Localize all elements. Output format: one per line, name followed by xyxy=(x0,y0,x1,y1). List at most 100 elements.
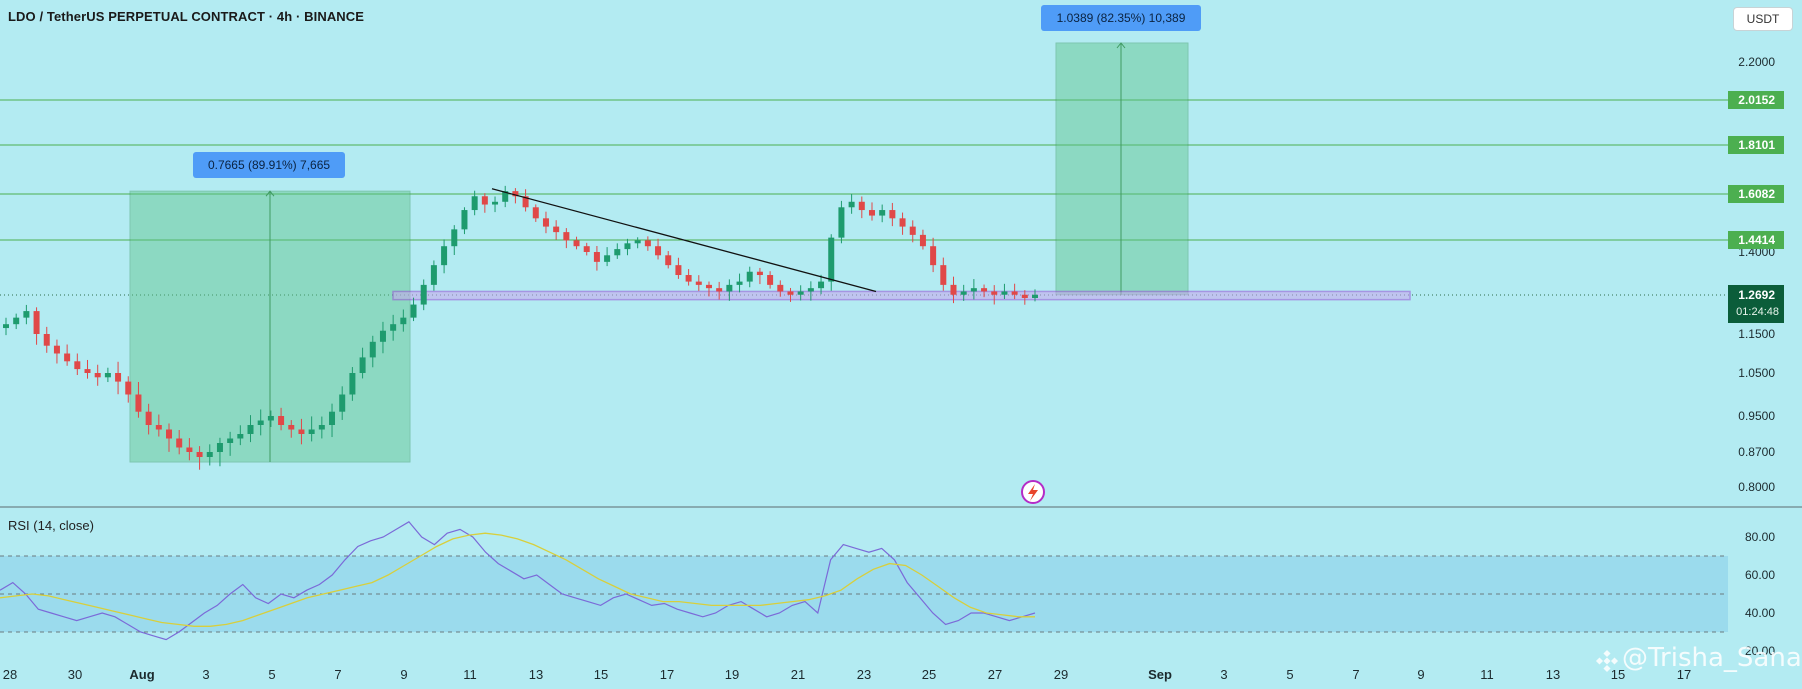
x-axis-label: Sep xyxy=(1148,667,1172,682)
candle-body xyxy=(267,416,274,421)
x-axis-label: 11 xyxy=(463,667,477,682)
candle-body xyxy=(553,226,560,233)
candle-body xyxy=(787,291,794,295)
descending-trendline xyxy=(491,188,877,293)
candle-body xyxy=(33,311,40,334)
lightning-icon[interactable] xyxy=(1021,480,1045,504)
candle-body xyxy=(909,226,916,235)
x-axis-label: 25 xyxy=(922,667,936,682)
x-axis-label: 19 xyxy=(725,667,739,682)
rsi-label[interactable]: RSI (14, close) xyxy=(8,518,94,533)
x-axis-label: 30 xyxy=(68,667,82,682)
y-axis-label: 1.0500 xyxy=(1738,366,1775,380)
candle-body xyxy=(848,201,855,208)
candle-body xyxy=(298,429,305,434)
x-axis-label: 5 xyxy=(268,667,275,682)
candle-body xyxy=(390,324,397,331)
x-axis-label: 11 xyxy=(1480,667,1494,682)
candle-body xyxy=(522,196,529,208)
candle-body xyxy=(492,201,499,205)
candle-body xyxy=(237,434,244,439)
x-axis-label: 7 xyxy=(1352,667,1359,682)
candle-body xyxy=(675,265,682,276)
candle-body xyxy=(1032,294,1038,299)
candle-body xyxy=(471,196,478,211)
candle-body xyxy=(318,425,325,430)
candle-body xyxy=(369,341,376,358)
rsi-ma-line xyxy=(0,532,1035,627)
candle-body xyxy=(919,234,926,247)
candle-body xyxy=(1001,291,1008,295)
candle-body xyxy=(818,281,825,289)
watermark-text: @Trisha_Sana xyxy=(1622,643,1802,673)
x-axis-label: 5 xyxy=(1286,667,1293,682)
level-tag-3: 1.4414 xyxy=(1738,233,1775,247)
candle-body xyxy=(777,284,784,292)
candle-body xyxy=(13,317,20,325)
level-tag-bg-0 xyxy=(1728,91,1784,109)
rsi-axis-label: 80.00 xyxy=(1745,530,1775,544)
candle-body xyxy=(644,240,651,247)
candle-body xyxy=(991,291,998,295)
candle-body xyxy=(481,196,488,205)
candle-body xyxy=(756,271,763,276)
candle-body xyxy=(278,416,285,425)
countdown-tag: 01:24:48 xyxy=(1736,306,1779,318)
current-price-tag: 1.2692 xyxy=(1738,288,1775,302)
candle-body xyxy=(807,288,814,292)
y-axis-label: 0.9500 xyxy=(1738,409,1775,423)
candle-body xyxy=(563,232,570,241)
candle-body xyxy=(970,288,977,292)
candle-body xyxy=(257,420,264,425)
candle-body xyxy=(695,281,702,285)
candle-body xyxy=(308,429,315,434)
candle-body xyxy=(84,369,91,373)
candle-body xyxy=(665,255,672,266)
candle-body xyxy=(828,237,835,282)
candle-body xyxy=(930,246,937,266)
candle-body xyxy=(614,249,621,256)
current-price-tag-bg xyxy=(1728,285,1784,323)
candle-body xyxy=(573,240,580,247)
right-target-box xyxy=(1055,42,1189,296)
currency-button[interactable]: USDT xyxy=(1733,7,1793,31)
x-axis-label: 13 xyxy=(529,667,543,682)
candle-body xyxy=(716,288,723,292)
candle-body xyxy=(838,207,845,238)
candle-body xyxy=(1021,294,1028,299)
left-measure-label-bg xyxy=(193,152,345,178)
candle-body xyxy=(206,452,213,457)
rsi-line xyxy=(0,521,1036,641)
candle-body xyxy=(43,334,50,346)
candle-body xyxy=(797,291,804,295)
level-tag-2: 1.6082 xyxy=(1738,187,1775,201)
candle-body xyxy=(705,284,712,289)
candle-body xyxy=(166,429,173,439)
candle-body xyxy=(960,291,967,295)
x-axis-label: 21 xyxy=(791,667,805,682)
candle-body xyxy=(3,324,9,329)
candle-body xyxy=(981,288,988,292)
x-axis-label: Aug xyxy=(129,667,154,682)
candle-body xyxy=(767,275,774,285)
x-axis-label: 13 xyxy=(1546,667,1560,682)
level-tag-0: 2.0152 xyxy=(1738,93,1775,107)
candle-body xyxy=(746,271,753,282)
rsi-axis-label: 60.00 xyxy=(1745,568,1775,582)
level-tag-bg-3 xyxy=(1728,231,1784,249)
y-axis-label: 0.8000 xyxy=(1738,480,1775,494)
candle-body xyxy=(135,394,142,412)
candle-body xyxy=(64,353,71,362)
candle-body xyxy=(940,265,947,285)
x-axis-label: 9 xyxy=(400,667,407,682)
candle-body xyxy=(430,265,437,285)
chart-title: LDO / TetherUS PERPETUAL CONTRACT · 4h ·… xyxy=(8,9,365,24)
candle-body xyxy=(502,191,509,202)
x-axis-label: 3 xyxy=(1220,667,1227,682)
candle-body xyxy=(329,411,336,425)
x-axis-label: 15 xyxy=(1611,667,1625,682)
x-axis-label: 7 xyxy=(334,667,341,682)
right-measure-label-bg xyxy=(1041,5,1201,31)
